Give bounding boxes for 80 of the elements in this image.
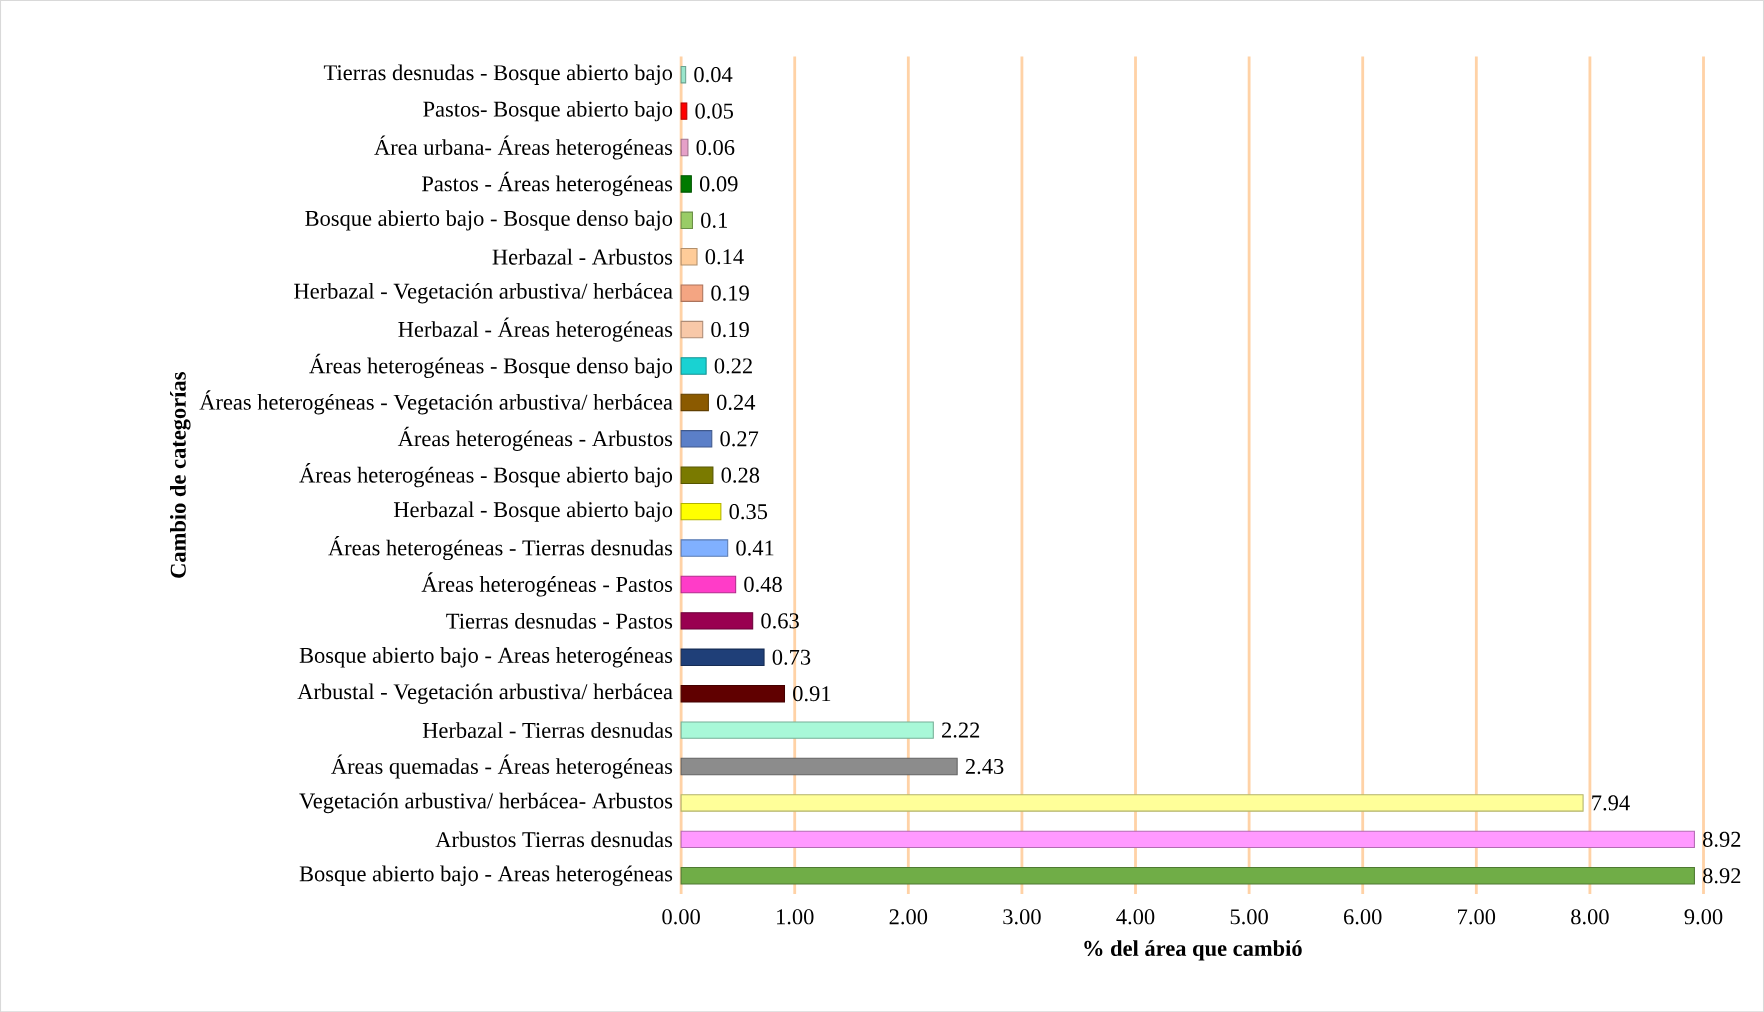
data-label: 0.27: [720, 431, 759, 447]
y-tick-label: Área urbana- Áreas heterogéneas: [374, 135, 673, 160]
bar: [680, 357, 707, 375]
data-label: 2.43: [965, 758, 1004, 774]
y-tick-label: Herbazal - Tierras desnudas: [422, 722, 673, 738]
x-tick-label: 7.00: [1458, 909, 1496, 925]
y-tick-label: Bosque abierto bajo - Areas heterogéneas: [299, 865, 673, 886]
y-tick-label: Tierras desnudas - Pastos: [446, 612, 673, 629]
y-tick-label: Herbazal - Áreas heterogéneas: [398, 317, 673, 342]
bar: [680, 648, 765, 666]
data-label: 0.35: [729, 503, 768, 520]
data-label: 8.92: [1703, 867, 1741, 884]
data-label: 0.14: [705, 248, 744, 265]
data-label: 0.73: [772, 649, 811, 665]
x-tick-label: 0.00: [662, 909, 700, 925]
bar: [680, 247, 698, 266]
bar: [680, 721, 934, 739]
y-tick-label: Áreas heterogéneas - Arbustos: [397, 426, 673, 451]
data-label: 0.41: [736, 540, 774, 556]
y-axis-title: Cambio de categorías: [170, 371, 191, 578]
bar: [680, 138, 689, 157]
data-label: 0.09: [699, 176, 738, 192]
data-label: 2.22: [942, 722, 980, 738]
y-tick-label: Áreas heterogéneas - Bosque denso bajo: [309, 353, 673, 378]
y-tick-label: Herbazal - Bosque abierto bajo: [393, 501, 673, 522]
y-tick-label: Tierras desnudas - Bosque abierto bajo: [323, 64, 673, 85]
x-tick-label: 6.00: [1344, 909, 1382, 925]
bar: [680, 175, 692, 193]
data-label: 0.04: [694, 66, 733, 83]
data-label: 0.05: [695, 103, 733, 119]
x-tick-label: 8.00: [1571, 909, 1609, 925]
y-tick-label: Arbustos Tierras desnudas: [435, 831, 673, 848]
bar: [680, 502, 722, 521]
y-tick-label: Bosque abierto bajo - Bosque denso bajo: [305, 209, 673, 231]
x-tick-label: 1.00: [777, 909, 814, 925]
data-label: 0.91: [793, 685, 831, 702]
y-tick-label: Áreas quemadas - Áreas heterogéneas: [331, 754, 673, 779]
bar: [680, 830, 1695, 848]
data-label: 0.19: [711, 285, 749, 301]
x-axis-title: % del área que cambió: [1084, 939, 1302, 961]
bar: [680, 466, 714, 484]
y-tick-label: Áreas heterogéneas - Pastos: [421, 572, 673, 597]
data-label: 0.06: [696, 139, 735, 155]
y-tick-label: Pastos- Bosque abierto bajo: [423, 100, 673, 122]
y-tick-label: Áreas heterogéneas - Bosque abierto bajo: [299, 462, 673, 488]
bar: [680, 429, 713, 448]
data-label: 0.63: [761, 613, 799, 629]
data-label: 7.94: [1592, 795, 1630, 811]
bar: [680, 284, 704, 302]
y-tick-label: Vegetación arbustiva/ herbácea- Arbustos: [299, 792, 673, 813]
bar: [680, 757, 958, 776]
x-tick-label: 3.00: [1003, 909, 1041, 925]
data-label: 0.1: [701, 212, 727, 228]
y-tick-label: Áreas heterogéneas - Vegetación arbustiva/ herbácea: [199, 390, 673, 415]
x-tick-label: 2.00: [889, 909, 928, 925]
data-label: 0.24: [717, 394, 756, 410]
data-label: 0.48: [744, 576, 782, 592]
bar: [680, 611, 754, 630]
data-label: 0.22: [714, 358, 752, 374]
bar: [680, 65, 687, 84]
y-tick-label: Arbustal - Vegetación arbustiva/ herbácea: [297, 683, 673, 704]
y-tick-label: Pastos - Áreas heterogéneas: [422, 171, 673, 196]
data-label: 8.92: [1703, 831, 1741, 847]
y-tick-label: Áreas heterogéneas - Tierras desnudas: [328, 535, 673, 560]
y-tick-label: Herbazal - Vegetación arbustiva/ herbácea: [294, 282, 673, 304]
bar: [680, 102, 688, 120]
bar: [680, 211, 694, 229]
bar: [680, 539, 729, 557]
x-tick-label: 9.00: [1684, 909, 1723, 925]
x-tick-label: 5.00: [1230, 909, 1268, 925]
x-tick-label: 4.00: [1116, 909, 1155, 925]
y-tick-label: Bosque abierto bajo - Areas heterogéneas: [299, 646, 673, 668]
data-label: 0.28: [721, 467, 760, 483]
y-tick-label: Herbazal - Arbustos: [492, 248, 673, 265]
bar: [680, 866, 1695, 885]
bar: [680, 575, 737, 593]
bar: [680, 794, 1584, 812]
bar: [680, 684, 786, 703]
data-label: 0.19: [711, 321, 749, 338]
bar: [680, 393, 709, 411]
